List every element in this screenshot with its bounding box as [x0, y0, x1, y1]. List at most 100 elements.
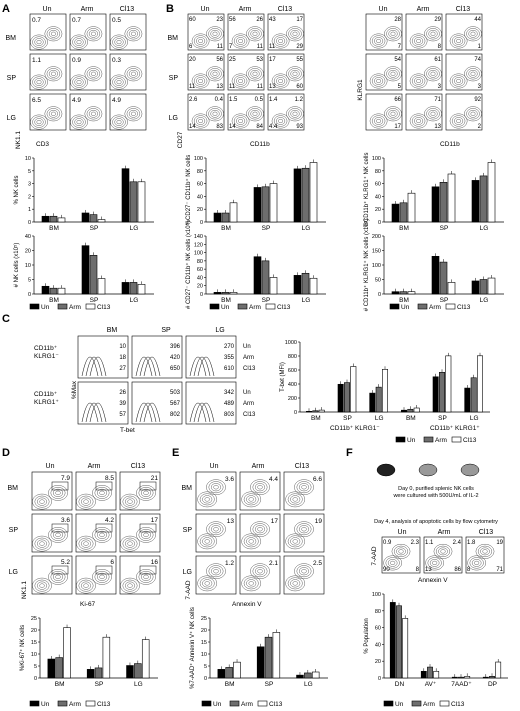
gate-value: 56 — [216, 57, 223, 63]
bar-Un — [431, 186, 440, 223]
contour-line — [371, 35, 386, 47]
contour-line — [241, 575, 261, 592]
flow-plot — [109, 13, 147, 51]
contour-line — [143, 490, 149, 495]
histogram-curve — [81, 356, 99, 377]
contour-line — [384, 26, 402, 42]
row-label: SP — [9, 527, 19, 534]
x-tick-label: AV⁺ — [425, 681, 437, 688]
bar-Un — [121, 168, 130, 223]
bar-Arm — [129, 282, 138, 295]
contour-line — [246, 495, 257, 504]
contour-line — [197, 575, 217, 592]
mfi-series-name: Arm — [243, 355, 254, 361]
legend-label: Cl13 — [277, 304, 291, 311]
contour-line — [286, 26, 304, 42]
x-tick-label: LG — [134, 681, 143, 688]
x-tick-label: SP — [440, 297, 449, 304]
y-tick-label: 15 — [31, 640, 37, 646]
contour-line — [248, 539, 254, 544]
mfi-value: 355 — [224, 355, 235, 361]
protocol-text: Day 4, analysis of apoptotic cells by fl… — [374, 519, 498, 525]
contour-line — [88, 70, 98, 78]
y-tick-label: 20 — [25, 249, 31, 255]
y-tick-label: 0 — [200, 220, 203, 226]
contour-line — [120, 493, 140, 510]
flow-plot-frame — [109, 93, 147, 131]
x-tick-label: LG — [302, 225, 311, 232]
legend-swatch — [237, 303, 248, 310]
contour-line — [99, 532, 105, 537]
gate-value: 44 — [474, 17, 481, 23]
y-tick-label: 60 — [197, 182, 203, 188]
contour-line — [30, 34, 48, 50]
gate-value: 2.4 — [453, 540, 462, 546]
contour-line — [50, 571, 66, 583]
contour-line — [39, 583, 45, 588]
gate — [51, 565, 69, 575]
legend-swatch — [395, 436, 406, 443]
contour-line — [30, 114, 48, 130]
column-label: BM — [107, 327, 118, 334]
mouse-icon — [376, 463, 396, 477]
legend-swatch — [389, 303, 400, 310]
legend-label: Un — [41, 304, 50, 311]
contour-line — [124, 539, 135, 548]
histogram-curve — [189, 402, 207, 423]
contour-line — [206, 563, 226, 580]
flow-plot — [267, 93, 305, 131]
row-label: BM — [8, 485, 19, 492]
gate-value: 17 — [296, 17, 303, 23]
y-tick-label: 5 — [28, 278, 31, 284]
flow-plot — [119, 471, 161, 511]
contour-line — [34, 78, 44, 86]
contour-line — [208, 28, 222, 40]
contour-line — [128, 29, 138, 38]
contour-line — [374, 117, 384, 125]
contour-line — [131, 111, 136, 116]
histogram-frame — [185, 335, 237, 379]
gate-value: 19 — [496, 540, 503, 546]
contour-line — [193, 35, 208, 47]
mfi-value: 610 — [224, 366, 235, 372]
bar-Arm — [439, 261, 448, 295]
flow-plot-frame — [109, 53, 147, 91]
flow-plot — [405, 13, 443, 51]
contour-line — [126, 68, 141, 80]
bar-Arm — [304, 672, 312, 679]
x-tick-label: LG — [302, 297, 311, 304]
y-tick-label: 120 — [194, 242, 203, 248]
contour-line — [136, 485, 156, 501]
contour-line — [127, 541, 133, 546]
contour-line — [236, 77, 246, 85]
contour-line — [238, 39, 243, 44]
contour-line — [435, 545, 451, 558]
bar-Arm — [89, 214, 98, 223]
flow-plot — [227, 93, 265, 131]
row-label: SP — [183, 527, 193, 534]
contour-line — [124, 26, 143, 42]
contour-line — [32, 116, 46, 128]
contour-line — [424, 106, 442, 122]
gate-value: 4.9 — [112, 97, 121, 104]
x-tick-label: BM — [406, 415, 416, 422]
contour-line — [296, 523, 312, 536]
contour-line — [468, 29, 478, 38]
contour-line — [208, 565, 224, 578]
mfi-value: 270 — [224, 344, 235, 350]
contour-line — [386, 108, 400, 120]
contour-line — [86, 68, 101, 80]
y-tick-label: 3 — [28, 182, 31, 188]
contour-line — [425, 555, 444, 571]
flow-plot-frame — [365, 53, 403, 91]
histogram-frame — [185, 381, 237, 425]
gate-value: 61 — [434, 57, 441, 63]
histogram-curve — [193, 356, 211, 377]
contour-line — [76, 493, 96, 510]
contour-line — [466, 108, 480, 120]
gate-value: 28 — [394, 17, 401, 23]
contour-line — [288, 28, 302, 40]
gate-value: 3.6 — [225, 476, 234, 483]
contour-line — [53, 488, 64, 497]
